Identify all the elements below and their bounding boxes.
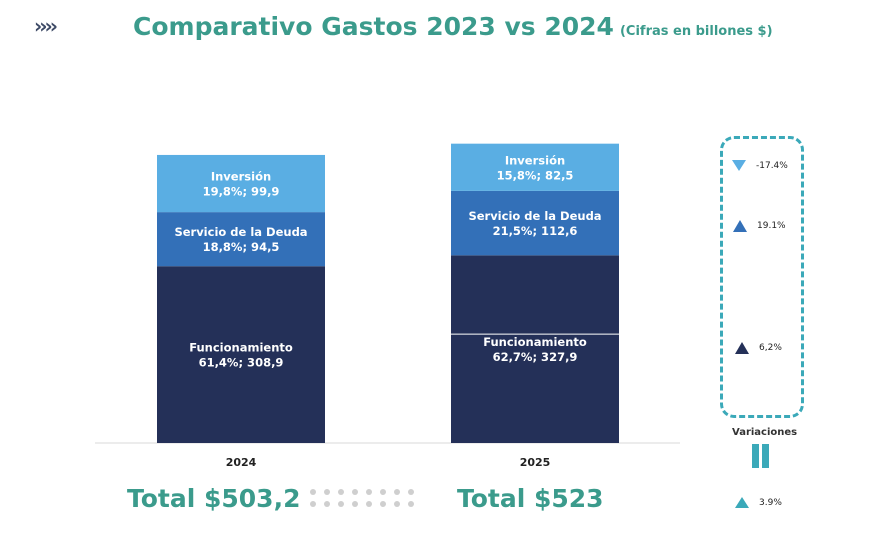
total-2025: Total $523 (457, 484, 604, 513)
subtitle: (Cifras en billones $) (619, 24, 773, 39)
bar-servicio-de-la-deuda-2024 (157, 212, 325, 267)
variation-inversion: -17.4% (732, 160, 788, 171)
dot (310, 501, 316, 507)
data-label-value: 18,8%; 94,5 (203, 240, 280, 254)
chevrons-icon: ›››› (34, 14, 58, 38)
variation-funcionamiento: 6,2% (735, 342, 782, 354)
triangle-down-icon (732, 160, 746, 171)
dot (366, 489, 372, 495)
variations-label: Variaciones (732, 427, 798, 438)
dot (352, 501, 358, 507)
data-label-name: Inversión (505, 153, 565, 167)
dot (310, 489, 316, 495)
title-text: Comparativo Gastos 2023 vs 2024 (133, 12, 614, 41)
bar-inversión-2025 (451, 143, 619, 191)
x-tick-label: 2025 (520, 456, 551, 469)
dot (408, 501, 414, 507)
dot (338, 489, 344, 495)
dot (366, 501, 372, 507)
dot (380, 501, 386, 507)
data-label-value: 19,8%; 99,9 (203, 185, 280, 199)
data-label-name: Servicio de la Deuda (468, 209, 601, 223)
triangle-up-icon (735, 497, 749, 508)
dot (380, 489, 386, 495)
data-label-name: Funcionamiento (189, 341, 293, 355)
data-label-value: 21,5%; 112,6 (493, 224, 578, 238)
data-label-name: Inversión (211, 170, 271, 184)
dot (324, 501, 330, 507)
data-label-name: Funcionamiento (483, 335, 587, 349)
x-tick-label: 2024 (226, 456, 257, 469)
bar-funcionamiento-2024 (157, 266, 325, 443)
dot (408, 489, 414, 495)
variation-total: 3.9% (735, 497, 782, 508)
dot (394, 489, 400, 495)
triangle-up-icon (735, 342, 749, 354)
bar-servicio-de-la-deuda-2025 (451, 190, 619, 256)
dot (394, 501, 400, 507)
total-2024: Total $503,2 (127, 484, 301, 513)
dot (324, 489, 330, 495)
bar-inversión-2024 (157, 154, 325, 213)
equals-icon (752, 444, 769, 468)
dot (338, 501, 344, 507)
data-label-value: 61,4%; 308,9 (199, 356, 284, 370)
data-label-value: 62,7%; 327,9 (493, 350, 578, 364)
dot (352, 489, 358, 495)
variations-box (720, 136, 804, 418)
bar-funcionamiento-2025 (451, 255, 619, 443)
page-title: Comparativo Gastos 2023 vs 2024 (Cifras e… (133, 12, 773, 41)
data-label-name: Servicio de la Deuda (174, 225, 307, 239)
dots-decoration (310, 489, 422, 507)
data-label-value: 15,8%; 82,5 (497, 168, 574, 182)
variation-deuda: 19.1% (733, 220, 786, 232)
triangle-up-icon (733, 220, 747, 232)
